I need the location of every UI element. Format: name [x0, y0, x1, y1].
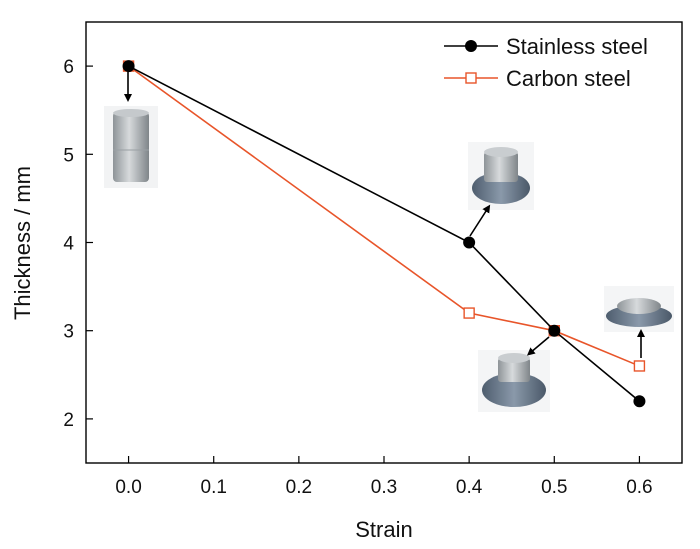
- sample-photos: [104, 106, 674, 412]
- x-tick-label: 0.6: [626, 477, 652, 498]
- y-tick-label: 6: [63, 57, 74, 78]
- y-tick-label: 5: [63, 145, 74, 166]
- series-line-carbon-steel: [128, 65, 640, 367]
- y-tick-label: 2: [63, 410, 74, 431]
- y-axis-ticks: 2 3 4 5 6: [63, 57, 93, 431]
- arrow-to-photo-0.5: [526, 336, 550, 356]
- x-tick-label: 0.2: [286, 477, 312, 498]
- y-axis-title: Thickness / mm: [10, 166, 35, 320]
- legend-marker-stainless-steel: [465, 40, 477, 52]
- arrow-to-photo-0.4: [469, 204, 491, 237]
- data-point-stainless-steel: [633, 395, 646, 408]
- data-point-stainless-steel: [463, 236, 476, 249]
- x-tick-label: 0.4: [456, 477, 483, 498]
- sample-photo-strain-0.6: [604, 286, 674, 332]
- data-point-stainless-steel: [548, 324, 561, 337]
- x-tick-label: 0.5: [541, 477, 567, 498]
- data-point-carbon-steel: [463, 307, 475, 319]
- photo-pointer-arrows: [124, 72, 645, 358]
- legend: Stainless steel Carbon steel: [444, 34, 648, 91]
- sample-photo-strain-0.4: [468, 142, 534, 210]
- x-tick-label: 0.1: [201, 477, 227, 498]
- legend-item-carbon-steel: Carbon steel: [444, 66, 631, 91]
- legend-marker-carbon-steel: [465, 72, 477, 84]
- legend-label-carbon-steel: Carbon steel: [506, 66, 631, 91]
- x-tick-label: 0.0: [115, 477, 141, 498]
- x-axis-ticks: 0.0 0.1 0.2 0.3 0.4 0.5 0.6: [115, 456, 653, 498]
- series-line-stainless-steel: [128, 65, 640, 402]
- legend-item-stainless-steel: Stainless steel: [444, 34, 648, 59]
- x-axis-title: Strain: [355, 517, 412, 542]
- sample-photo-strain-0.5: [478, 350, 550, 412]
- data-point-carbon-steel: [633, 360, 646, 372]
- cylinder-sample-photo: [104, 106, 158, 188]
- data-point-stainless-steel: [122, 60, 135, 73]
- series-layer: [122, 60, 646, 408]
- legend-label-stainless-steel: Stainless steel: [506, 34, 648, 59]
- x-tick-label: 0.3: [371, 477, 397, 498]
- y-tick-label: 4: [63, 234, 74, 255]
- y-tick-label: 3: [63, 322, 74, 343]
